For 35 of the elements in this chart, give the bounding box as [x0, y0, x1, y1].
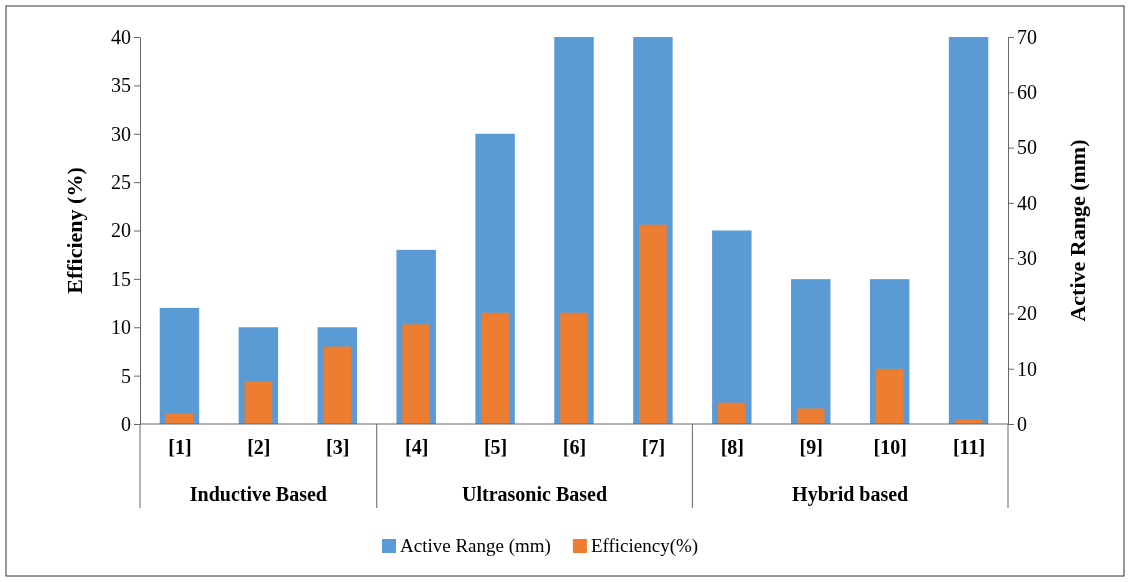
y2-tick-label: 60 [1017, 81, 1037, 104]
text: Ultrasonic Based [462, 483, 608, 505]
y2-tick-label: 30 [1017, 247, 1037, 270]
legend-label: Efficiency(%) [590, 535, 699, 557]
x-tick-label: [11] [952, 436, 986, 459]
x-tick-label: [7] [641, 436, 666, 459]
x-tick-label: [10] [873, 436, 907, 459]
y-tick-label: 5 [121, 364, 131, 387]
y2-tick-label: 20 [1017, 302, 1037, 325]
text: Inductive Based [189, 483, 327, 505]
y-tick-label: 20 [111, 219, 131, 242]
y-tick-label: 15 [111, 267, 131, 290]
x-tick-label: [8] [720, 436, 744, 459]
y2-axis-title: Active Range (mm) [1065, 139, 1090, 322]
y2-tick-label: 0 [1017, 412, 1027, 435]
y-tick-label: 0 [121, 412, 131, 435]
y2-tick-label: 40 [1017, 191, 1037, 214]
y-tick-label: 30 [111, 122, 131, 145]
y-axis-title: Efficieny (%) [62, 167, 87, 294]
x-tick-label: [1] [168, 436, 192, 459]
x-tick-label: [2] [247, 436, 271, 459]
y2-tick-label: 70 [1017, 25, 1037, 48]
y2-tick-label: 10 [1017, 357, 1037, 380]
y-tick-label: 40 [111, 25, 131, 48]
x-tick-label: [6] [562, 436, 587, 459]
legend-label: Active Range (mm) [400, 535, 551, 557]
y-tick-label: 35 [111, 74, 131, 97]
x-tick-label: [9] [799, 436, 823, 459]
y-tick-label: 10 [111, 316, 131, 339]
y-tick-label: 25 [111, 171, 131, 194]
x-tick-label: [5] [483, 436, 508, 459]
x-tick-label: [3] [326, 436, 350, 459]
x-tick-label: [4] [405, 436, 429, 459]
y2-tick-label: 50 [1017, 136, 1037, 159]
text: Hybrid based [792, 483, 909, 506]
